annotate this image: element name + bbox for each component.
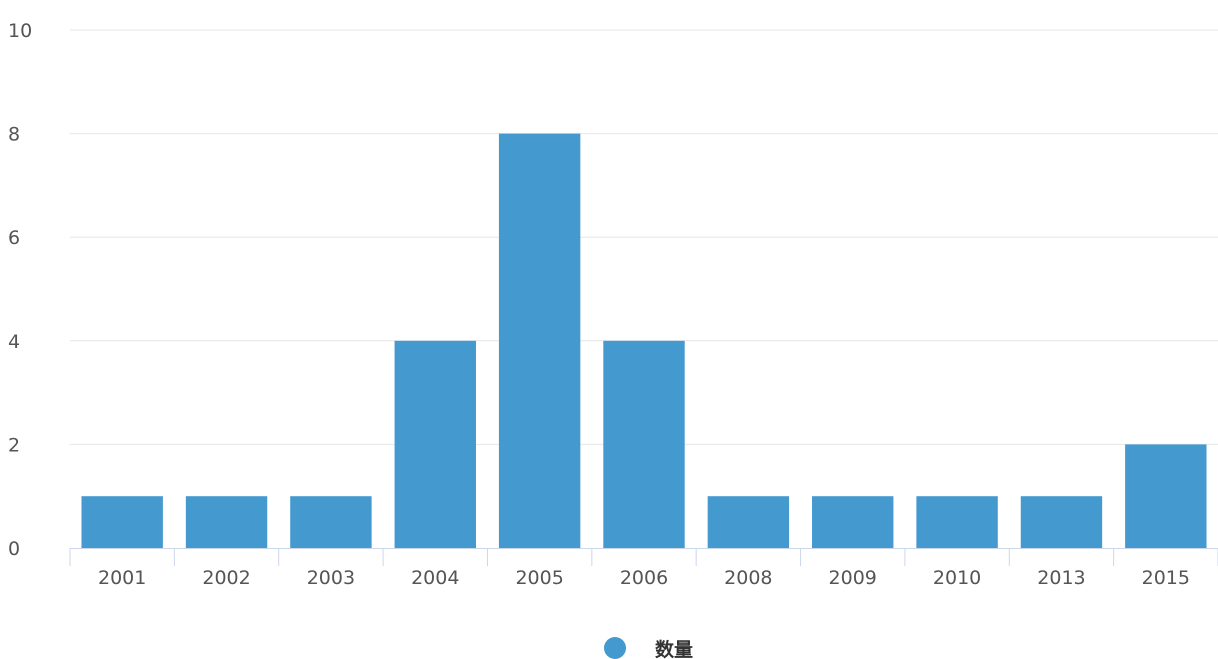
x-tick-label: 2008 — [724, 567, 772, 589]
y-tick-label: 6 — [8, 227, 20, 249]
y-tick-label: 0 — [8, 538, 20, 560]
x-tick-label: 2005 — [515, 567, 563, 589]
x-tick-label: 2001 — [98, 567, 146, 589]
x-tick-label: 2013 — [1037, 567, 1085, 589]
y-tick-label: 10 — [8, 20, 32, 42]
bar[interactable] — [498, 133, 581, 548]
bar[interactable] — [707, 496, 790, 548]
y-tick-label: 4 — [8, 331, 20, 353]
bar[interactable] — [916, 496, 998, 548]
x-tick-label: 2006 — [620, 567, 668, 589]
bar[interactable] — [290, 496, 372, 548]
x-tick-label: 2003 — [307, 567, 355, 589]
x-axis-ticks: 2001 2002 2003 2004 2005 2006 2008 2009 2010 2013… — [98, 567, 1190, 589]
bar[interactable] — [185, 496, 268, 548]
y-tick-label: 8 — [8, 124, 20, 146]
x-axis — [69, 548, 1218, 566]
x-tick-label: 2015 — [1142, 567, 1190, 589]
bar[interactable] — [394, 340, 476, 548]
x-tick-label: 2002 — [202, 567, 250, 589]
legend[interactable]: 数量 — [604, 637, 693, 659]
bars — [81, 133, 1207, 548]
bar[interactable] — [1020, 496, 1103, 548]
bar[interactable] — [81, 496, 163, 548]
legend-series-icon — [604, 637, 626, 659]
bar[interactable] — [812, 496, 894, 548]
x-tick-label: 2009 — [829, 567, 877, 589]
y-axis-ticks: 0 2 4 6 8 10 — [8, 20, 32, 560]
legend-series-label: 数量 — [655, 638, 693, 659]
gridlines — [70, 29, 1218, 445]
x-tick-label: 2010 — [933, 567, 981, 589]
bar[interactable] — [603, 340, 685, 548]
x-tick-label: 2004 — [411, 567, 459, 589]
bar[interactable] — [1125, 444, 1207, 548]
y-tick-label: 2 — [8, 434, 20, 456]
